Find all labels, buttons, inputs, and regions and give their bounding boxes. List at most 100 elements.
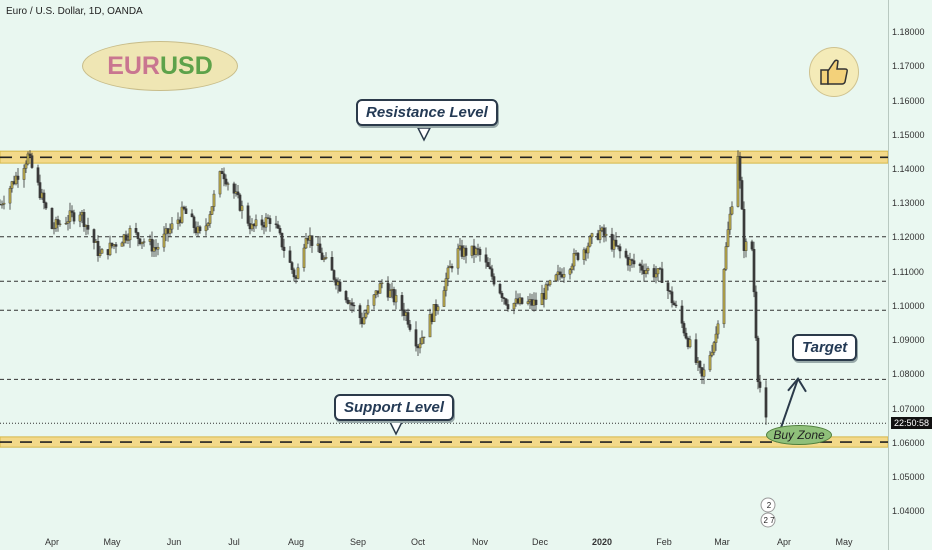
candle-body bbox=[598, 230, 602, 240]
candle-body bbox=[422, 336, 426, 338]
candle-body bbox=[484, 254, 488, 263]
candle-body bbox=[318, 243, 322, 254]
time-tick-label: May bbox=[835, 537, 853, 547]
candle-body bbox=[698, 360, 702, 368]
candle-body bbox=[134, 228, 138, 233]
candle-body bbox=[588, 236, 592, 247]
candle-body bbox=[638, 263, 642, 266]
candle-body bbox=[418, 343, 422, 349]
price-tick-label: 1.08000 bbox=[892, 369, 925, 380]
candle-body bbox=[702, 369, 706, 377]
candle-body bbox=[646, 268, 650, 271]
candle-body bbox=[136, 232, 140, 239]
candle-body bbox=[324, 257, 328, 259]
candle-body bbox=[444, 278, 448, 291]
candle-body bbox=[126, 239, 130, 241]
candle-body bbox=[492, 276, 496, 285]
candle-body bbox=[278, 228, 282, 234]
price-tick-label: 1.18000 bbox=[892, 27, 925, 38]
candle-body bbox=[36, 167, 40, 183]
candle-body bbox=[756, 337, 760, 383]
candle-body bbox=[218, 171, 222, 195]
candle-body bbox=[644, 270, 648, 275]
candle-body bbox=[726, 229, 730, 247]
candle-body bbox=[142, 241, 146, 243]
candle-body bbox=[372, 294, 376, 306]
candle-body bbox=[714, 333, 718, 343]
candle-body bbox=[26, 153, 30, 165]
candle-body bbox=[66, 221, 70, 224]
candle-body bbox=[108, 242, 112, 256]
candle-body bbox=[128, 228, 132, 241]
candle-body bbox=[428, 314, 432, 338]
time-tick-label: Jun bbox=[166, 537, 182, 547]
candle-body bbox=[670, 291, 674, 304]
candle-body bbox=[456, 248, 460, 269]
candle-body bbox=[100, 249, 104, 254]
candle-body bbox=[322, 258, 326, 260]
candle-body bbox=[570, 265, 574, 270]
time-tick-label: May bbox=[103, 537, 121, 547]
candle-body bbox=[684, 332, 688, 339]
candle-body bbox=[364, 312, 368, 318]
candle-body bbox=[96, 241, 100, 257]
candle-body bbox=[420, 337, 424, 345]
candle-body bbox=[22, 168, 26, 180]
candle-body bbox=[758, 381, 762, 388]
candle-body bbox=[184, 208, 188, 214]
candle-body bbox=[506, 304, 510, 310]
candle-body bbox=[604, 233, 608, 236]
candle-body bbox=[742, 209, 746, 251]
candle-body bbox=[38, 182, 42, 199]
candle-body bbox=[590, 233, 594, 238]
candle-body bbox=[260, 219, 264, 226]
time-tick-label: Apr bbox=[776, 537, 792, 547]
candle-body bbox=[486, 262, 490, 267]
candle-body bbox=[562, 274, 566, 278]
candle-body bbox=[490, 268, 494, 277]
candle-body bbox=[236, 191, 240, 196]
candle-body bbox=[694, 339, 698, 363]
candle-body bbox=[554, 274, 558, 281]
candle-body bbox=[526, 301, 530, 304]
candle-body bbox=[162, 233, 166, 248]
candle-body bbox=[168, 228, 172, 234]
candle-body bbox=[276, 224, 280, 229]
candle-body bbox=[668, 290, 672, 292]
candle-body bbox=[182, 206, 186, 209]
candle-body bbox=[302, 247, 306, 268]
candle-body bbox=[408, 324, 412, 330]
candle-body bbox=[614, 239, 618, 246]
candle-body bbox=[502, 297, 506, 299]
candle-body bbox=[708, 355, 712, 371]
price-axis[interactable] bbox=[888, 0, 932, 550]
candle-body bbox=[156, 246, 160, 250]
time-tick-label: Apr bbox=[44, 537, 60, 547]
candle-body bbox=[288, 250, 292, 263]
candle-body bbox=[442, 290, 446, 307]
candle-body bbox=[224, 178, 228, 185]
candle-body bbox=[338, 281, 342, 292]
thumbs-up-icon[interactable] bbox=[809, 47, 859, 97]
candle-body bbox=[548, 280, 552, 286]
candle-body bbox=[446, 267, 450, 279]
candle-body bbox=[628, 259, 632, 266]
candle-body bbox=[640, 265, 644, 271]
candle-body bbox=[680, 305, 684, 324]
support-callout-pointer bbox=[388, 421, 404, 436]
price-tick-label: 1.09000 bbox=[892, 335, 925, 346]
candle-body bbox=[414, 329, 418, 347]
candle-body bbox=[58, 223, 62, 225]
time-tick-label: Jul bbox=[228, 537, 240, 547]
candle-body bbox=[544, 284, 548, 300]
countdown-clock: 22:50:58 bbox=[891, 417, 932, 429]
candle-body bbox=[764, 387, 768, 418]
candle-body bbox=[688, 339, 692, 348]
candle-body bbox=[500, 293, 504, 298]
candle-body bbox=[378, 283, 382, 294]
candle-body bbox=[436, 306, 440, 311]
candle-body bbox=[730, 206, 734, 215]
candle-body bbox=[16, 175, 20, 180]
candle-body bbox=[586, 245, 590, 254]
